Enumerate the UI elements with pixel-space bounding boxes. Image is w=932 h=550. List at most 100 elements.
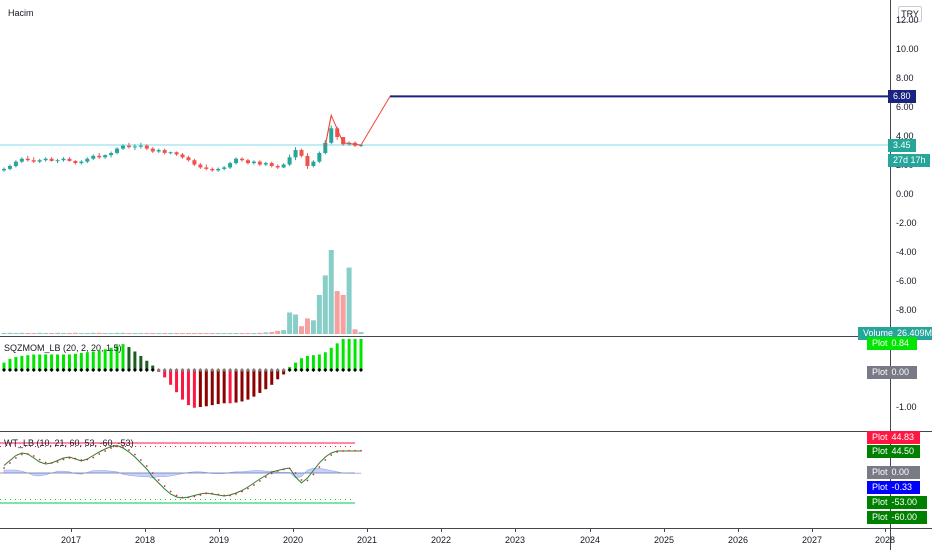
sqz-histogram-bar: [109, 347, 113, 370]
sqz-histogram-bar: [14, 357, 18, 370]
projection-target-leg: [360, 96, 391, 146]
time-tick-2019: 2019: [209, 535, 230, 545]
sqz-histogram-bar: [2, 362, 6, 370]
volume-bar: [96, 332, 102, 334]
sqz-histogram-bar: [198, 370, 202, 407]
volume-bar: [304, 318, 310, 334]
candle-body: [144, 145, 149, 149]
sqz-dot: [180, 368, 185, 372]
sqz-histogram-bar: [282, 370, 286, 375]
wt2-dot: [3, 467, 5, 469]
sqz-dot: [49, 368, 54, 372]
sqz-dot: [341, 368, 346, 372]
squeeze-momentum-layer: [2, 338, 363, 408]
wt2-dot: [15, 457, 17, 459]
wt2-dot: [229, 494, 232, 497]
volume-bar: [144, 333, 150, 334]
sqz-indicator-label[interactable]: SQZMOM_LB (20, 2, 20, 1.5): [4, 343, 122, 353]
candle-body: [311, 161, 316, 166]
candle-body: [299, 150, 304, 156]
volume-bar: [209, 333, 215, 334]
volume-bar: [203, 333, 209, 334]
sqz-dot: [55, 368, 60, 372]
candle-body: [281, 164, 286, 168]
sqz-histogram-bar: [79, 352, 83, 370]
wt2-dot: [294, 472, 297, 474]
wt-tag-6-name: Plot: [872, 512, 888, 522]
wt2-dot: [175, 494, 178, 497]
sqz-histogram-bar: [115, 345, 119, 370]
sqz-dot: [162, 368, 167, 372]
sqz-histogram-bar: [127, 347, 131, 370]
wt-indicator-label[interactable]: WT_LB (10, 21, 60, 53, -60, -53): [4, 438, 134, 448]
wt-plot-tag-6: Plot -60.00: [867, 511, 927, 524]
wt2-dot: [187, 496, 190, 499]
sqz-histogram-bar: [294, 362, 298, 370]
sqz-dot: [281, 368, 286, 372]
candle-body: [359, 144, 363, 146]
sqz-plot-tag-2: Plot 0.00: [867, 366, 917, 379]
sqz-dot: [198, 368, 203, 372]
volume-bar: [120, 332, 126, 334]
sqz-histogram-bar: [270, 370, 274, 385]
candle-body: [138, 145, 143, 147]
wt2-dot: [217, 493, 220, 496]
volume-bar: [251, 333, 257, 334]
candle-body: [305, 155, 310, 166]
volume-bar: [233, 333, 239, 334]
time-tick-2024: 2024: [580, 535, 601, 545]
volume-bar: [150, 333, 156, 334]
volume-bar: [352, 329, 358, 334]
volume-bar: [322, 275, 328, 334]
sqz-dot: [67, 368, 72, 372]
sqz-dot: [25, 368, 30, 372]
wt-plot-tag-2: Plot 44.50: [867, 445, 920, 458]
sqz-dot: [126, 368, 131, 372]
wt2-dot: [151, 472, 154, 474]
sqz-dot: [156, 368, 161, 372]
wave-trend-layer: [0, 442, 362, 504]
sqz-dot: [287, 368, 292, 372]
candle-body: [73, 160, 78, 164]
wt2-dot: [163, 485, 166, 487]
wt2-dot: [264, 476, 267, 478]
currency-button[interactable]: TRY: [898, 6, 922, 22]
sqz-dot: [323, 368, 328, 372]
price-layer: [0, 95, 890, 172]
sqz-histogram-bar: [240, 370, 244, 402]
sqz-plot-tag-1: Plot 0.84: [867, 337, 917, 350]
sqz-histogram-bar: [26, 355, 30, 370]
volume-bar: [61, 333, 66, 334]
sqz-dot: [85, 368, 90, 372]
sqz-dot: [293, 368, 298, 372]
time-tick-2023: 2023: [505, 535, 526, 545]
candle-body: [222, 167, 227, 169]
volume-tag-name: Volume: [863, 328, 894, 338]
sqz-histogram-bar: [204, 370, 208, 407]
last-price-tag: 3.45: [888, 139, 916, 152]
price-y-tick: -4.00: [896, 247, 917, 257]
candle-body: [210, 168, 215, 171]
wt2-dot: [116, 445, 118, 448]
sqz-histogram-bar: [32, 354, 36, 370]
wt2-dot: [20, 453, 23, 456]
wt-tag-5-name: Plot: [872, 497, 888, 507]
wt2-dot: [128, 449, 130, 451]
sqz-histogram-bar: [234, 370, 238, 403]
volume-bar: [90, 332, 96, 334]
sqz-histogram-bar: [228, 370, 232, 404]
time-tick-2027: 2027: [802, 535, 823, 545]
sqz-dot: [61, 368, 66, 372]
volume-bar: [227, 333, 233, 334]
candle-body: [13, 161, 18, 166]
wt2-dot: [223, 494, 226, 497]
sqz-dot: [269, 368, 274, 372]
candle-body: [245, 160, 250, 164]
candle-body: [85, 158, 90, 162]
wt-tag-6-value: -60.00: [891, 512, 918, 522]
wt2-dot: [92, 456, 95, 459]
wt2-dot: [354, 449, 356, 452]
volume-bar: [174, 333, 180, 334]
volume-bar: [108, 333, 114, 334]
